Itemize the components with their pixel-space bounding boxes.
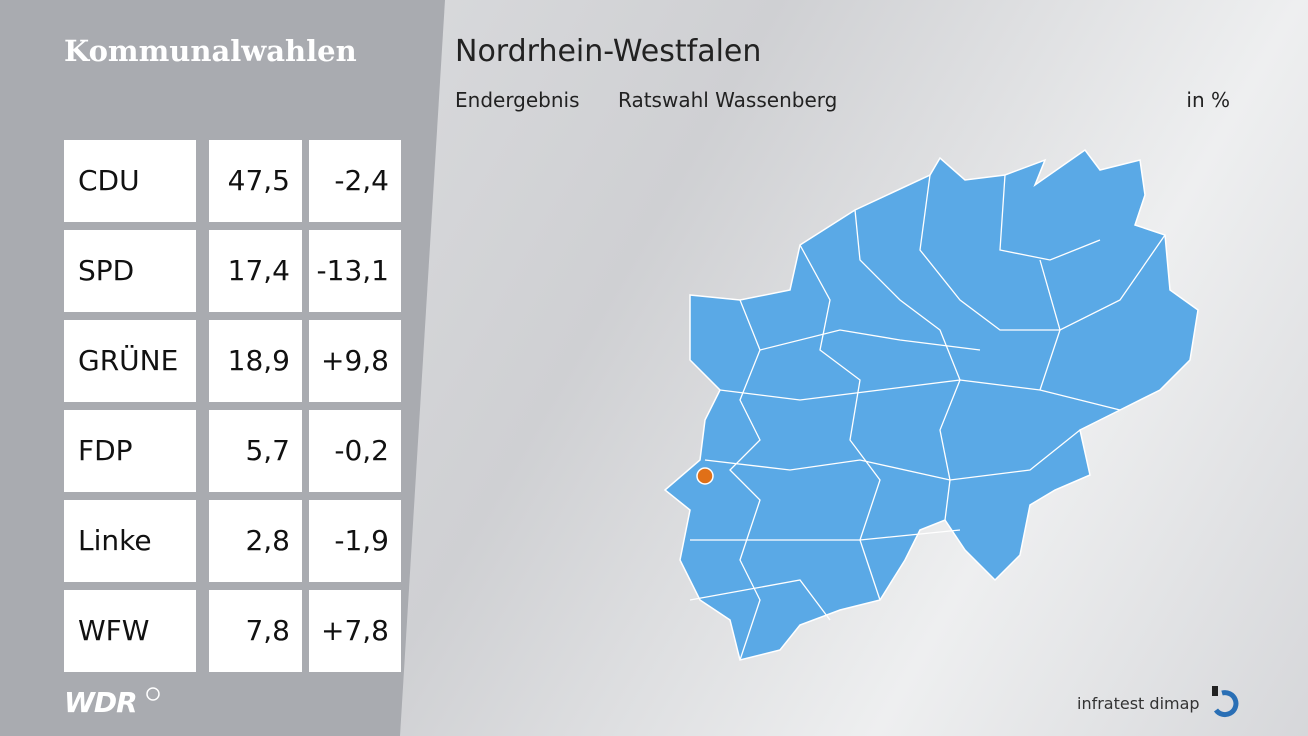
change-cell: -1,9 — [309, 500, 401, 582]
district-borders — [689, 174, 1166, 661]
result-cell: 47,5 — [209, 140, 302, 222]
election-name: Ratswahl Wassenberg — [618, 88, 838, 112]
registered-mark — [146, 687, 160, 701]
result-cell: 18,9 — [209, 320, 302, 402]
change-cell: -2,4 — [309, 140, 401, 222]
change-cell: -0,2 — [309, 410, 401, 492]
source: infratest dimap — [1077, 694, 1200, 713]
map — [663, 148, 1199, 661]
change-cell: +7,8 — [309, 590, 401, 672]
subtitle: Endergebnis — [455, 88, 580, 112]
region-outline — [663, 148, 1199, 661]
title: Nordrhein-Westfalen — [455, 34, 762, 69]
unit: in % — [1186, 88, 1230, 112]
result-cell: 17,4 — [209, 230, 302, 312]
section-title: Kommunalwahlen — [64, 34, 357, 68]
party-cell: WFW — [64, 590, 196, 672]
change-cell: +9,8 — [309, 320, 401, 402]
party-cell: Linke — [64, 500, 196, 582]
change-cell: -13,1 — [309, 230, 401, 312]
result-cell: 7,8 — [209, 590, 302, 672]
party-cell: GRÜNE — [64, 320, 196, 402]
result-cell: 2,8 — [209, 500, 302, 582]
result-cell: 5,7 — [209, 410, 302, 492]
infratest-logo — [1212, 686, 1239, 718]
party-cell: CDU — [64, 140, 196, 222]
party-cell: FDP — [64, 410, 196, 492]
location-marker — [696, 467, 714, 485]
party-cell: SPD — [64, 230, 196, 312]
broadcaster-logo: WDR — [64, 686, 138, 719]
